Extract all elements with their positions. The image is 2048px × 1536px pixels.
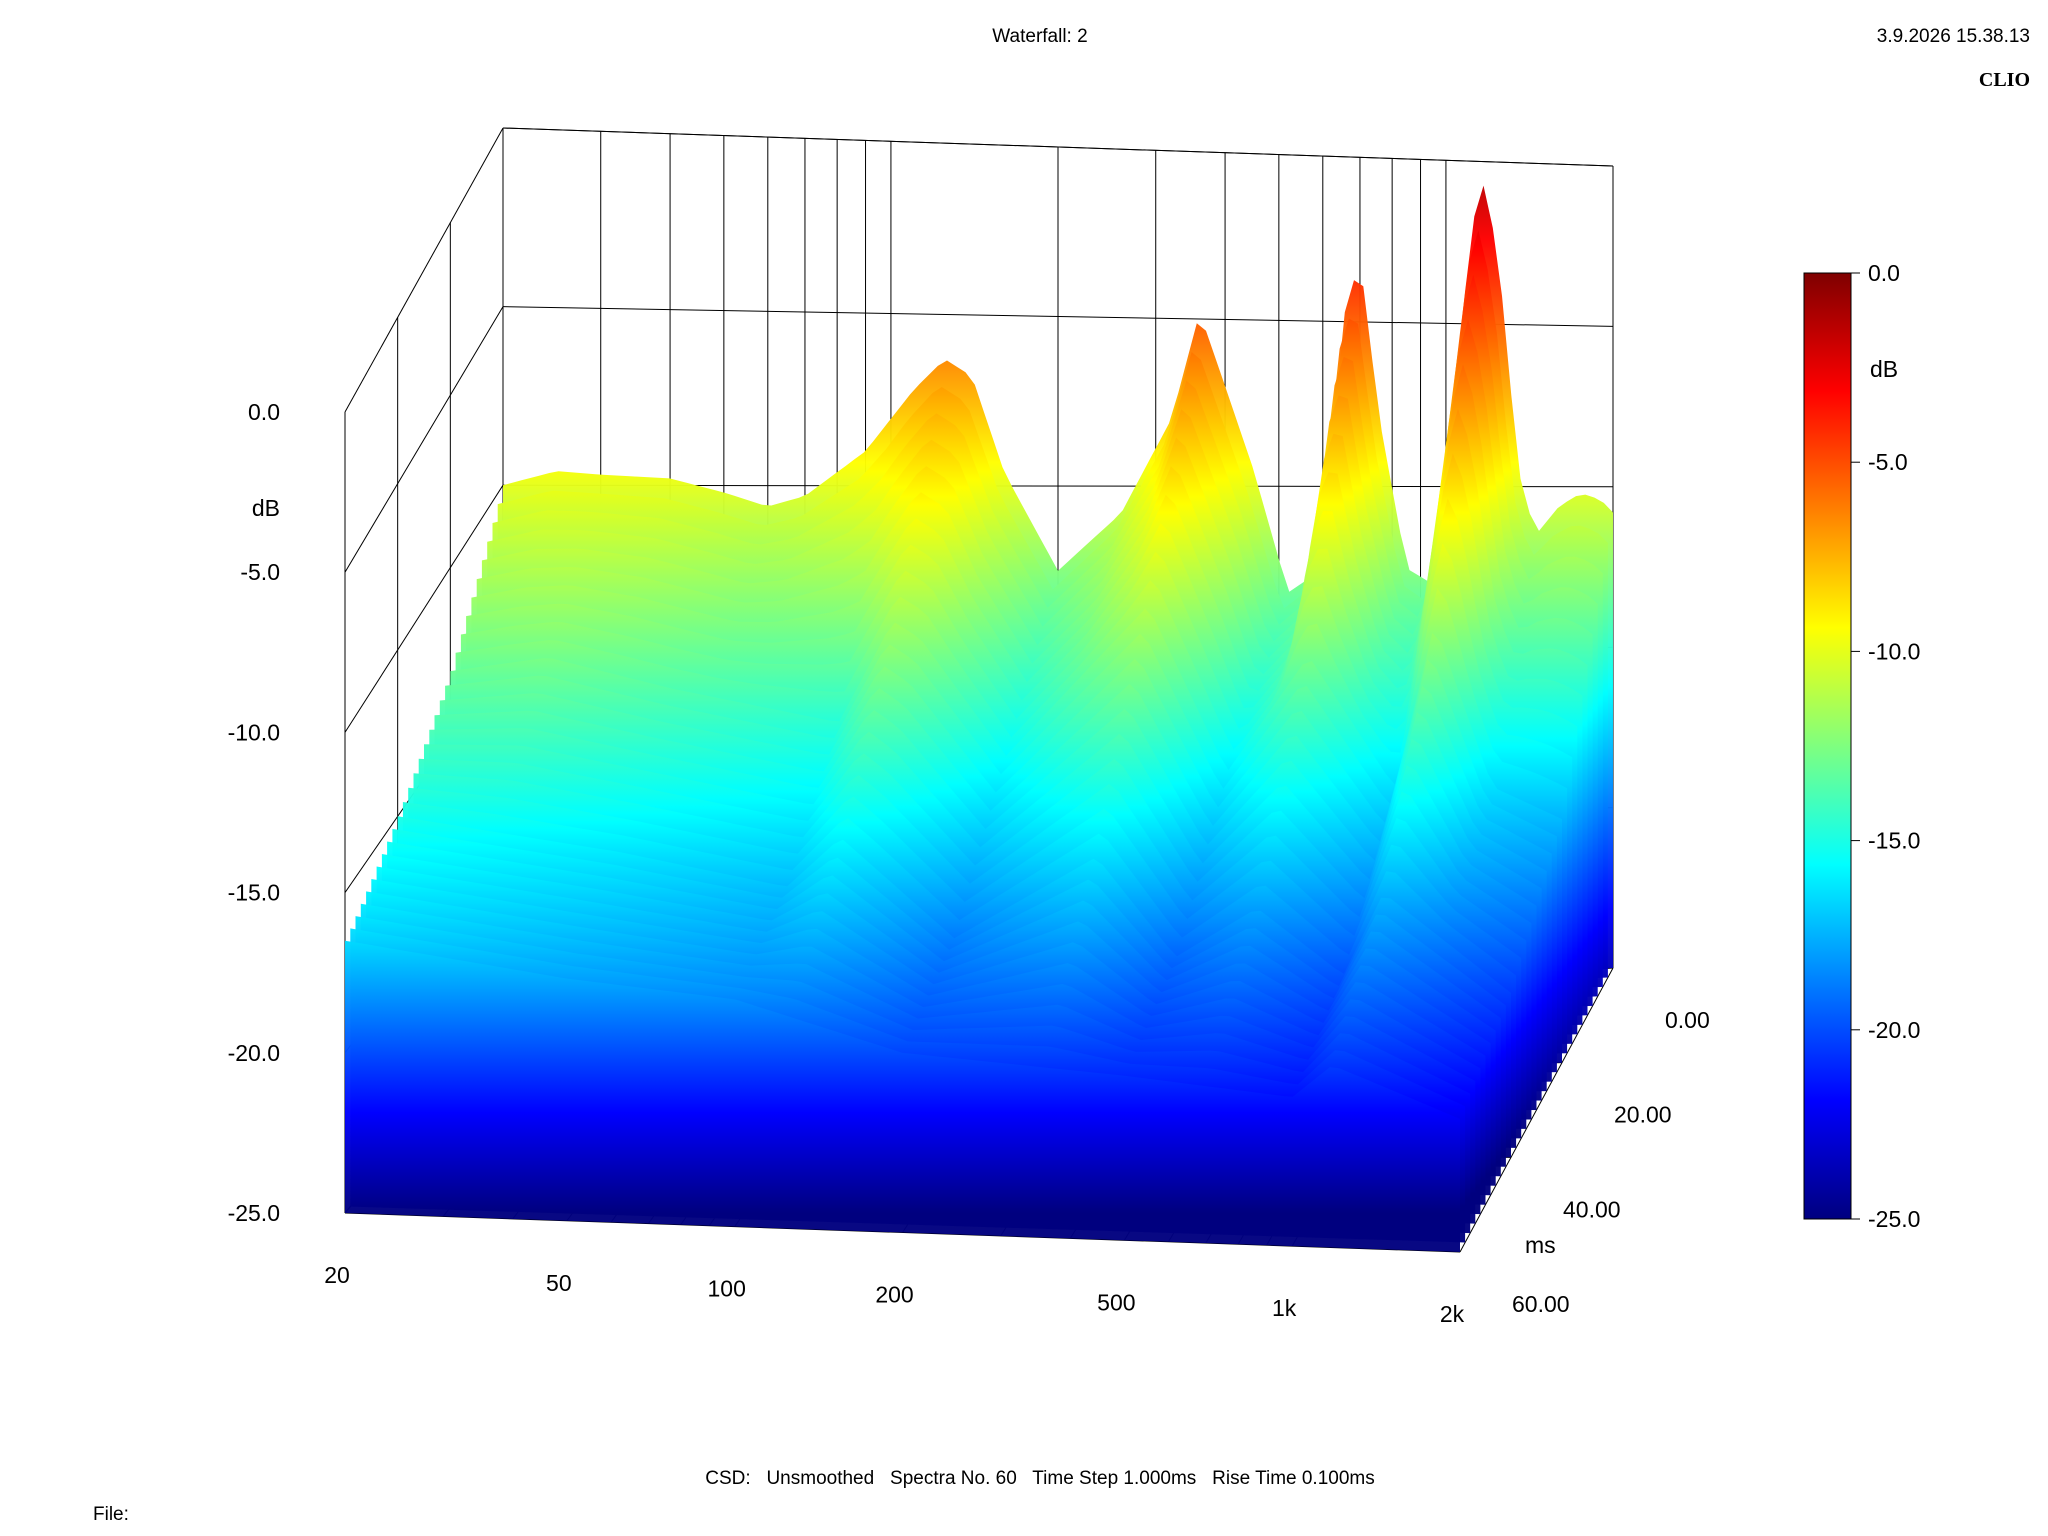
z-axis-label: ms <box>1525 1232 1556 1258</box>
grid-line <box>344 306 504 573</box>
x-tick-label: 1k <box>1272 1295 1297 1321</box>
y-tick-label: -15.0 <box>228 880 280 906</box>
y-tick-label: 0.0 <box>248 399 280 425</box>
z-tick-label: 40.00 <box>1563 1196 1621 1222</box>
x-tick-label: 500 <box>1097 1289 1135 1315</box>
file-label: File: <box>93 1504 129 1525</box>
x-axis-ticks: 20 50 100 200 500 1k 2k <box>324 1262 1464 1327</box>
y-axis-label: dB <box>252 495 280 521</box>
chart-title: Waterfall: 2 <box>992 26 1087 47</box>
colorbar-tick-label: 0.0 <box>1868 260 1900 286</box>
y-tick-label: -20.0 <box>228 1040 280 1066</box>
z-tick-label: 0.00 <box>1665 1007 1710 1033</box>
colorbar-tick-label: -15.0 <box>1868 828 1920 854</box>
x-tick-label: 2k <box>1440 1301 1465 1327</box>
y-axis-ticks: 0.0 -5.0 -10.0 -15.0 -20.0 -25.0 <box>228 399 280 1226</box>
z-tick-label: 20.00 <box>1614 1102 1672 1128</box>
y-tick-label: -25.0 <box>228 1200 280 1226</box>
y-tick-label: -10.0 <box>228 719 280 745</box>
measurement-settings: CSD: Unsmoothed Spectra No. 60 Time Step… <box>705 1468 1375 1489</box>
timestamp: 3.9.2026 15.38.13 <box>1877 26 2030 47</box>
y-tick-label: -5.0 <box>240 559 280 585</box>
colorbar <box>1803 272 1852 1220</box>
clio-logo: CLIO <box>1979 69 2030 91</box>
x-tick-label: 50 <box>546 1270 572 1296</box>
z-tick-label: 60.00 <box>1512 1291 1570 1317</box>
grid-line <box>344 484 504 733</box>
spectrum-slice <box>345 940 1460 1252</box>
z-axis-ticks: 0.00 20.00 40.00 60.00 <box>1512 1007 1710 1317</box>
colorbar-ticks: 0.0 -5.0 -10.0 -15.0 -20.0 -25.0 <box>1851 260 1920 1232</box>
colorbar-tick-label: -25.0 <box>1868 1206 1920 1232</box>
colorbar-tick-label: -20.0 <box>1868 1017 1920 1043</box>
colorbar-tick-label: -5.0 <box>1868 449 1908 475</box>
colorbar-tick-label: -10.0 <box>1868 638 1920 664</box>
colorbar-label: dB <box>1870 356 1898 382</box>
x-tick-label: 100 <box>707 1276 745 1302</box>
grid-line <box>344 127 504 413</box>
x-tick-label: 20 <box>324 1262 350 1288</box>
waterfall-surface <box>345 185 1613 1252</box>
x-tick-label: 200 <box>875 1282 913 1308</box>
frame-edge <box>502 127 1614 167</box>
